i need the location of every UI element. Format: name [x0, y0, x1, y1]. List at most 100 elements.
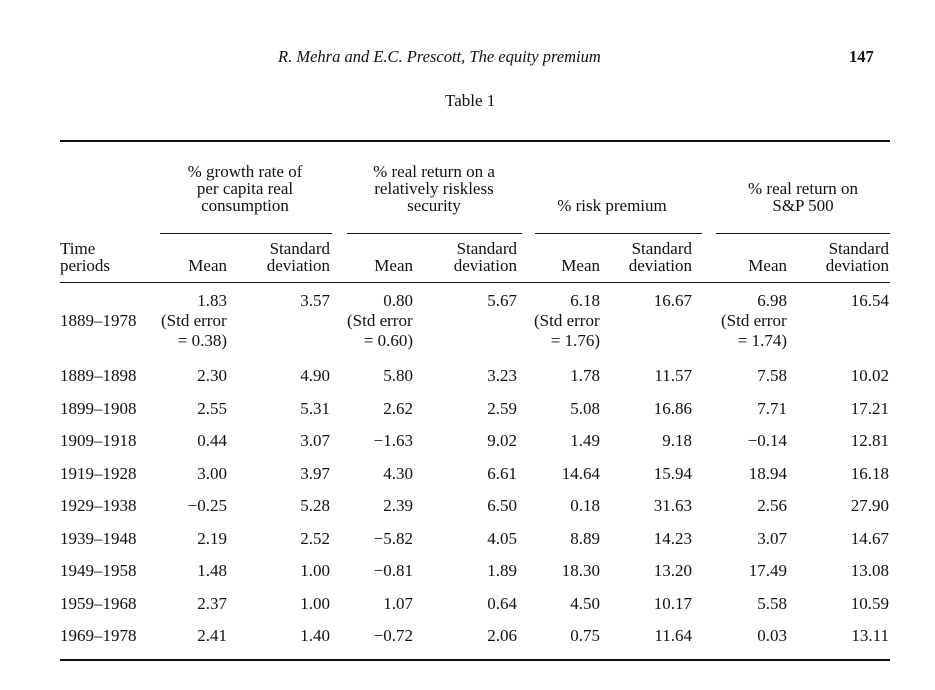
table-cell: 2.55	[197, 398, 227, 418]
table-cell: −1.63	[373, 431, 413, 450]
table-top-rule	[60, 140, 890, 142]
table-cell: 2.41	[197, 626, 227, 645]
table-cell: 17.21	[850, 398, 889, 418]
table-cell: 14.64	[561, 463, 600, 483]
group-underline	[716, 233, 890, 234]
table-cell: 6.50	[487, 496, 517, 515]
period-label: 1959–1968	[60, 593, 137, 613]
sd-column-header: deviation	[825, 256, 889, 275]
table-cell: 13.11	[851, 626, 889, 645]
table-cell: 0.03	[757, 626, 787, 645]
table-cell: 6.98	[757, 291, 787, 310]
running-title: R. Mehra and E.C. Prescott, The equity p…	[278, 47, 601, 66]
table-cell: 6.61	[487, 463, 517, 483]
table-cell: 14.23	[653, 528, 692, 548]
group-header-line: % growth rate of	[187, 162, 303, 181]
period-label: 1969–1978	[60, 626, 137, 645]
table-cell: 11.64	[654, 626, 692, 645]
table-cell: 1.83	[197, 291, 227, 310]
group-header-line: security	[407, 196, 461, 215]
table-cell: 10.59	[850, 593, 889, 613]
period-label: 1939–1948	[60, 528, 137, 548]
table-cell: 4.90	[300, 366, 330, 385]
mean-column-header: Mean	[188, 256, 227, 275]
table-cell: −0.81	[373, 561, 413, 580]
mean-column-header: Mean	[748, 256, 787, 275]
table-cell: 3.07	[300, 431, 330, 450]
std-error-note: = 0.60)	[363, 331, 413, 350]
std-error-note: = 0.38)	[177, 331, 227, 350]
table-cell: 1.00	[300, 593, 330, 613]
table-cell: 2.19	[197, 528, 227, 548]
std-error-note: (Std error	[347, 311, 413, 330]
table-cell: 15.94	[653, 463, 692, 483]
table-cell: 3.23	[487, 366, 517, 385]
group-underline	[347, 233, 522, 234]
page-number: 147	[849, 47, 874, 66]
table-cell: −0.14	[747, 431, 787, 450]
table-cell: 2.62	[383, 398, 413, 418]
std-error-note: (Std error	[534, 311, 600, 330]
group-header-line: % real return on	[748, 179, 858, 198]
period-label: 1899–1908	[60, 398, 137, 418]
table-cell: 2.39	[383, 496, 413, 515]
table-cell: −0.72	[373, 626, 413, 645]
table-cell: 16.18	[850, 463, 889, 483]
table-cell: 5.28	[300, 496, 330, 515]
table-cell: 13.08	[850, 561, 889, 580]
table-cell: −5.82	[373, 528, 413, 548]
table-cell: 11.57	[654, 366, 692, 385]
group-underline	[535, 233, 702, 234]
table-cell: 1.40	[300, 626, 330, 645]
table-cell: 3.97	[300, 463, 330, 483]
sd-column-header: deviation	[453, 256, 517, 275]
table-cell: 2.06	[487, 626, 517, 645]
group-header-line: per capita real	[196, 179, 294, 198]
std-error-note: (Std error	[161, 311, 227, 330]
table-cell: 2.37	[197, 593, 227, 613]
group-header-line: % real return on a	[373, 162, 495, 181]
sd-column-header: deviation	[266, 256, 330, 275]
table-cell: 5.31	[300, 398, 330, 418]
table-cell: 5.80	[383, 366, 413, 385]
table-cell: 0.80	[383, 291, 413, 310]
table-cell: 2.59	[487, 398, 517, 418]
table-cell: 0.18	[570, 496, 600, 515]
group-header-line: % risk premium	[557, 196, 667, 215]
std-error-note: = 1.76)	[550, 331, 600, 350]
table-cell: 31.63	[653, 496, 692, 515]
table-cell: 4.05	[487, 528, 517, 548]
table-cell: 13.20	[653, 561, 692, 580]
table-cell: 16.86	[653, 398, 692, 418]
table-cell: 2.52	[300, 528, 330, 548]
group-header-line: consumption	[201, 196, 289, 215]
row-header-time: Time	[60, 239, 96, 258]
std-error-note: = 1.74)	[737, 331, 787, 350]
sd-column-header: deviation	[628, 256, 692, 275]
period-label: 1909–1918	[60, 431, 137, 450]
sd-column-header: Standard	[631, 239, 692, 258]
table-cell: 0.44	[197, 431, 227, 450]
group-underline	[160, 233, 332, 234]
period-label: 1929–1938	[60, 496, 137, 515]
table-cell: 2.56	[757, 496, 787, 515]
table-cell: 27.90	[850, 496, 889, 515]
table-cell: 4.50	[570, 593, 600, 613]
table-cell: 14.67	[850, 528, 889, 548]
mean-column-header: Mean	[374, 256, 413, 275]
table-cell: 9.02	[487, 431, 517, 450]
table-cell: 0.75	[570, 626, 600, 645]
table-cell: 7.58	[757, 366, 787, 385]
table-cell: 5.67	[487, 291, 517, 310]
sd-column-header: Standard	[828, 239, 889, 258]
table-cell: 1.07	[383, 593, 413, 613]
table-cell: 16.67	[653, 291, 692, 310]
std-error-note: (Std error	[721, 311, 787, 330]
table-cell: 0.64	[487, 593, 517, 613]
table-cell: 10.02	[850, 366, 889, 385]
table-cell: 5.58	[757, 593, 787, 613]
table-cell: 17.49	[748, 561, 787, 580]
group-header-line: relatively riskless	[374, 179, 494, 198]
sd-column-header: Standard	[269, 239, 330, 258]
table-bottom-rule	[60, 659, 890, 661]
